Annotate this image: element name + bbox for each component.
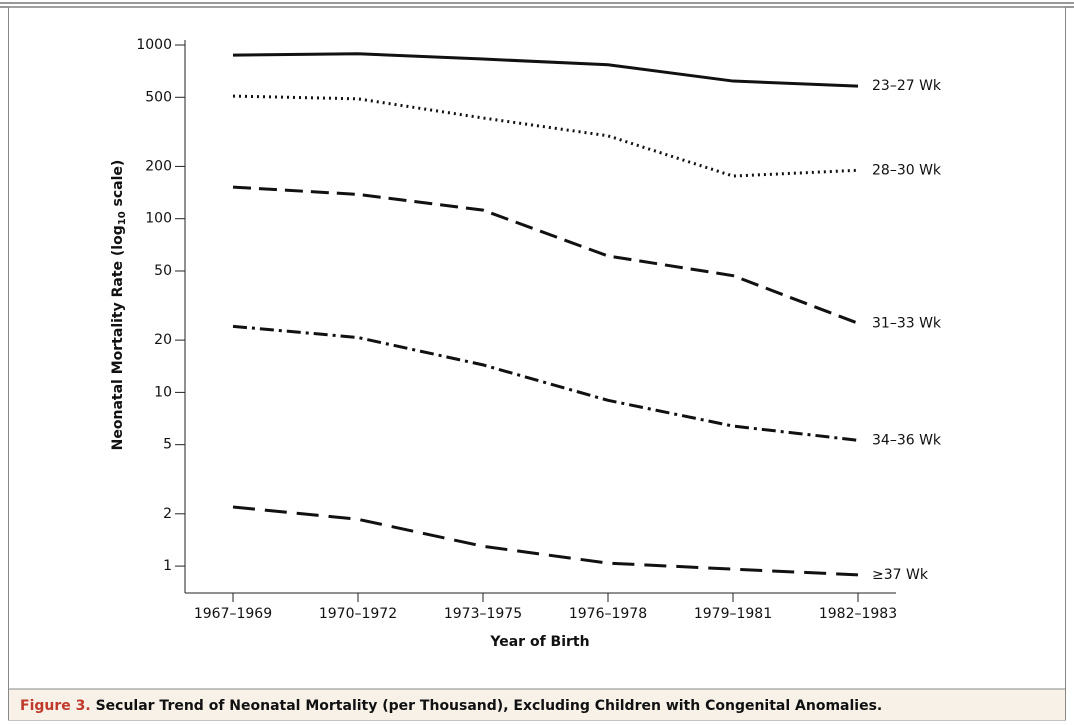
series-line [232, 505, 859, 577]
y-tick-label: 20 [154, 332, 172, 348]
x-tick-label: 1967–1969 [194, 606, 272, 622]
caption-label: Figure 3. [20, 698, 91, 714]
y-axis-title: Neonatal Mortality Rate (log10 scale) [110, 160, 128, 451]
x-tick-label: 1970–1972 [319, 606, 397, 622]
x-tick-label: 1973–1975 [444, 606, 522, 622]
y-tick-label: 500 [145, 89, 172, 105]
series-line [232, 94, 859, 178]
frame [8, 6, 1066, 721]
series-label: 28–30 Wk [872, 162, 942, 178]
series-label: 23–27 Wk [872, 78, 942, 94]
series-label: ≥37 Wk [872, 567, 929, 583]
y-axis-title-sub: 10 [117, 211, 128, 225]
y-tick-label: 5 [163, 437, 172, 453]
caption: Figure 3. Secular Trend of Neonatal Mort… [20, 698, 882, 714]
y-tick-label: 100 [145, 211, 172, 227]
series-line [232, 324, 859, 442]
x-tick-label: 1976–1978 [569, 606, 647, 622]
y-tick-label: 1 [163, 558, 172, 574]
y-tick-label: 1000 [136, 37, 172, 53]
series-line [232, 52, 859, 88]
x-tick-label: 1982–1983 [819, 606, 897, 622]
caption-text: Secular Trend of Neonatal Mortality (per… [96, 698, 883, 714]
series-label: 31–33 Wk [872, 315, 942, 331]
series-label: 34–36 Wk [872, 432, 942, 448]
x-tick-label: 1979–1981 [694, 606, 772, 622]
series-line [232, 185, 859, 325]
y-tick-label: 2 [163, 506, 172, 522]
caption-background [9, 689, 1065, 720]
y-axis-title-part: Neonatal Mortality Rate (log [110, 225, 126, 450]
x-axis-title: Year of Birth [489, 634, 589, 650]
y-tick-label: 10 [154, 384, 172, 400]
y-tick-label: 200 [145, 158, 172, 174]
y-axis-title-part: scale) [110, 160, 126, 212]
y-tick-label: 50 [154, 263, 172, 279]
